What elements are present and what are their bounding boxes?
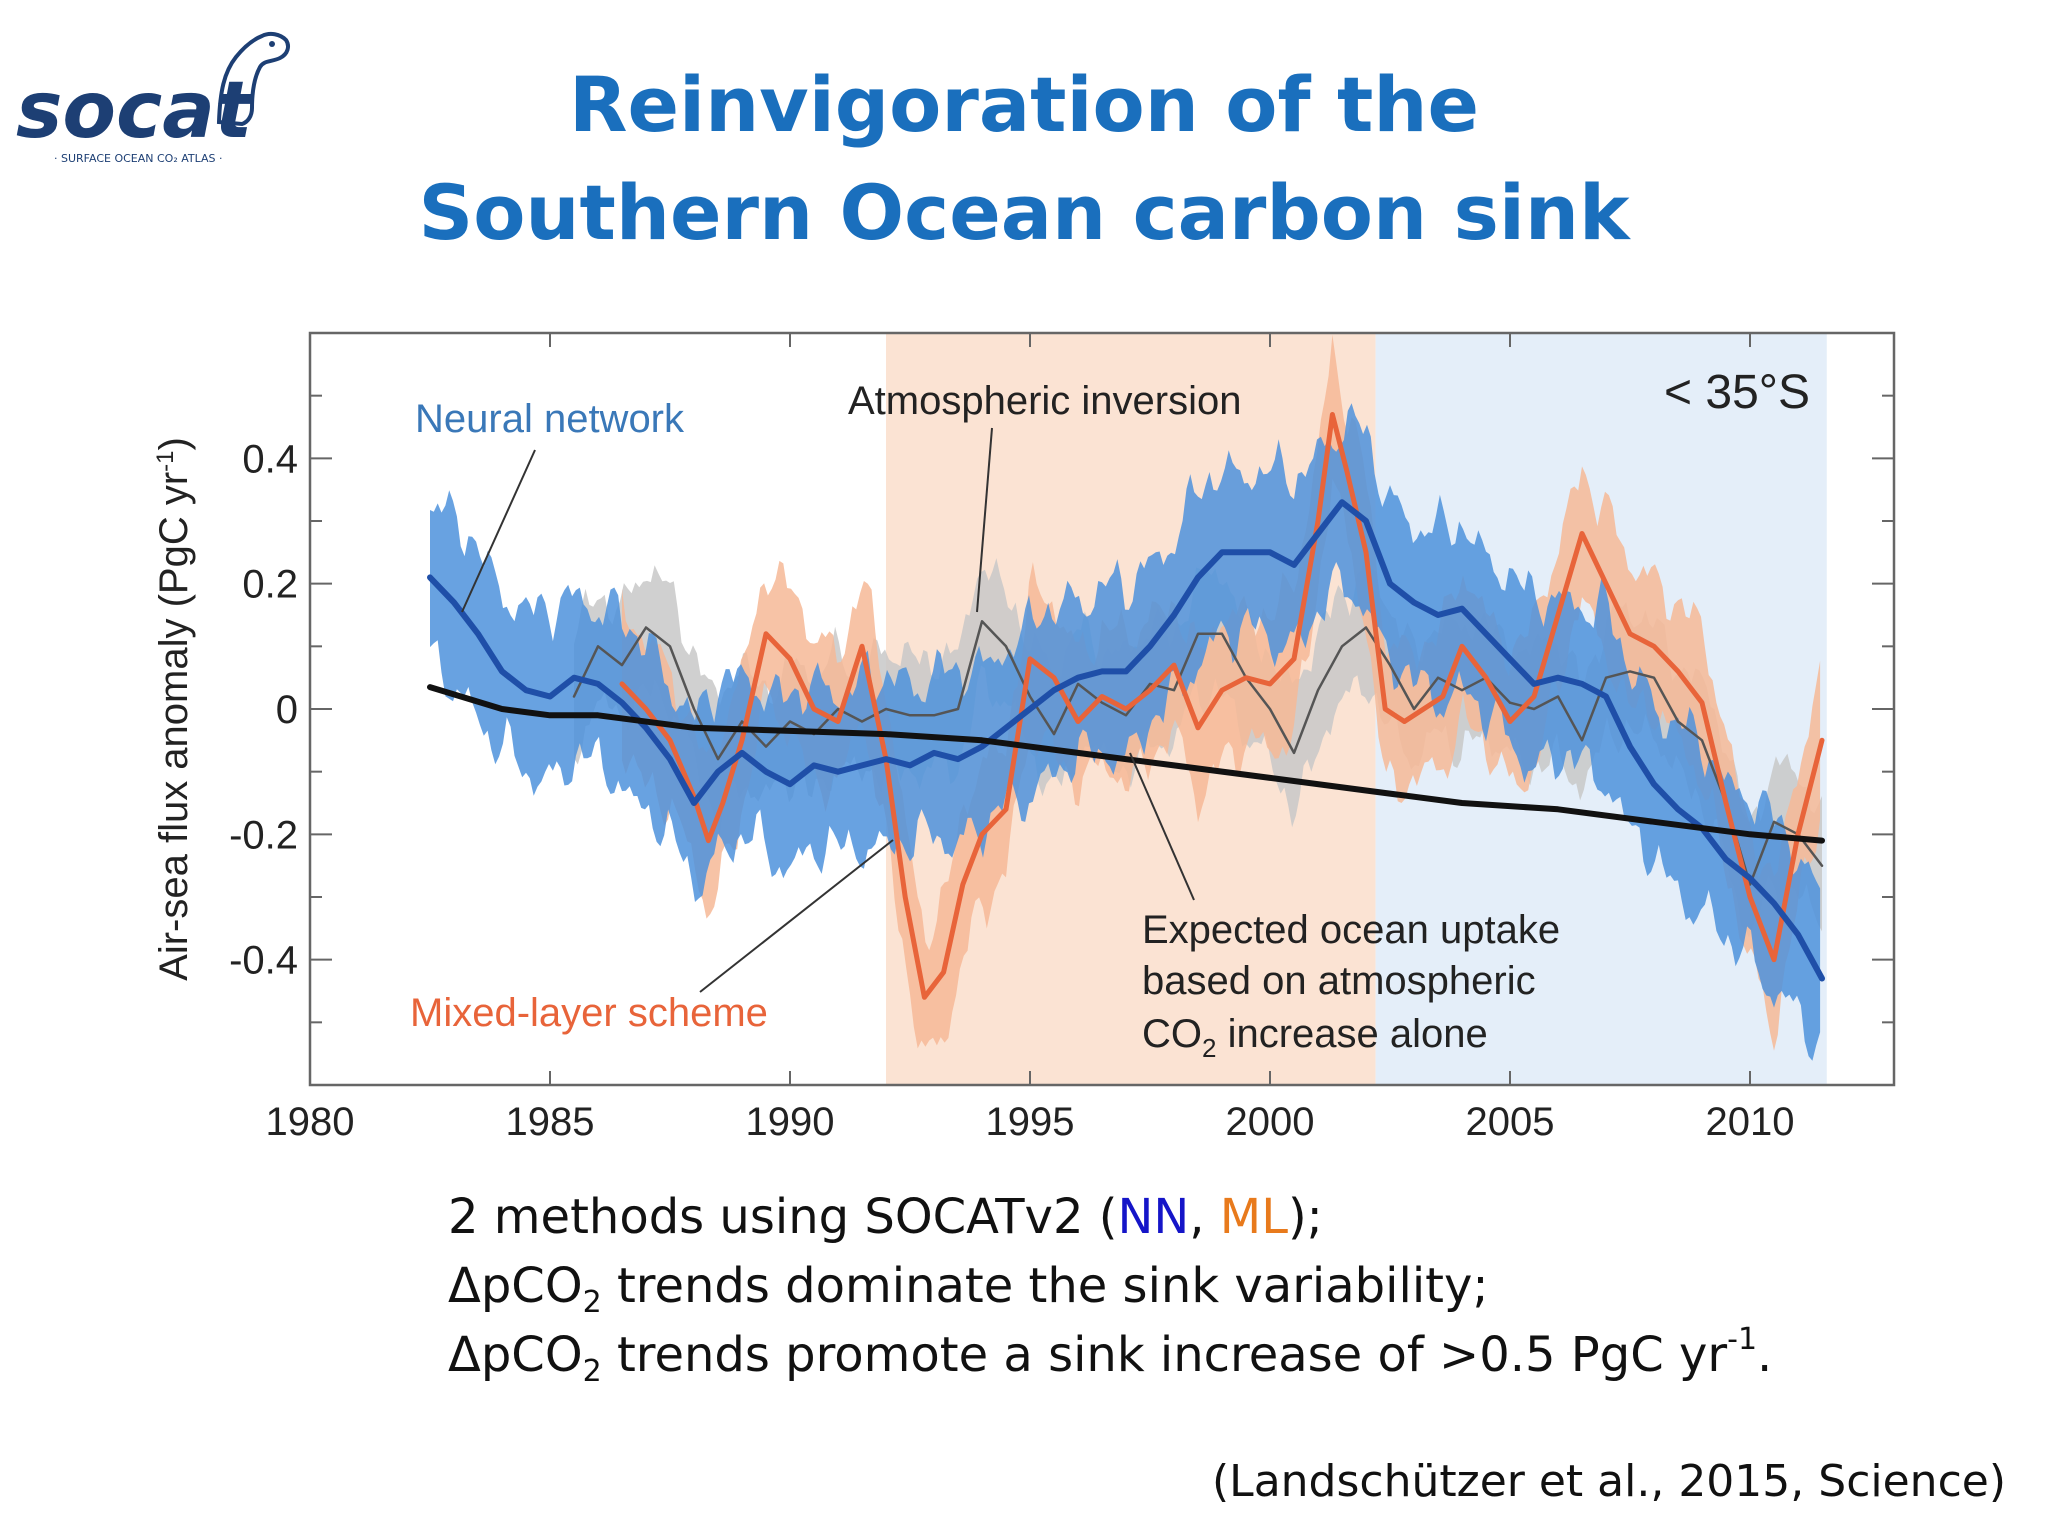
expected-uptake-label-2: based on atmospheric	[1142, 959, 1536, 1003]
x-tick-label: 2010	[1706, 1100, 1795, 1144]
series-lines	[427, 412, 1825, 1000]
y-tick-label: 0.2	[242, 563, 298, 607]
y-tick-label: -0.4	[229, 939, 298, 983]
logo-tagline: · SURFACE OCEAN CO₂ ATLAS ·	[54, 152, 223, 165]
mixed-layer-scheme-label: Mixed-layer scheme	[410, 991, 768, 1035]
neural-network-line	[427, 499, 1825, 982]
inversion-uncertainty-band	[574, 558, 1822, 938]
ml-abbrev: ML	[1219, 1189, 1288, 1245]
flux-anomaly-chart: 1980 1985 1990 1995 2000 2005 2010 -0.4 -0.2 0 0.2…	[152, 331, 1896, 1144]
x-tick-label: 1995	[986, 1100, 1075, 1144]
neural-network-label: Neural network	[415, 397, 685, 441]
x-tick-label: 1990	[746, 1100, 835, 1144]
neural-network-uncertainty-band	[430, 403, 1821, 1061]
bullet-sink-increase: ΔpCO2 trends promote a sink increase of …	[448, 1322, 1773, 1389]
expected-uptake-line	[427, 684, 1825, 844]
atmospheric-inversion-label: Atmospheric inversion	[848, 379, 1242, 423]
mixed-layer-leader	[699, 839, 894, 993]
leader-lines	[461, 427, 1195, 993]
mixed-layer-line	[619, 412, 1825, 1000]
citation: (Landschützer et al., 2015, Science)	[1212, 1456, 2006, 1507]
expected-uptake-label-3: CO2 increase alone	[1142, 1012, 1488, 1063]
bullet-variability: ΔpCO2 trends dominate the sink variabili…	[448, 1258, 1489, 1320]
plot-frame	[308, 331, 1896, 1087]
x-tick-label: 2000	[1226, 1100, 1315, 1144]
tick-labels: 1980 1985 1990 1995 2000 2005 2010 -0.4 -0.2 0 0.2…	[229, 437, 1794, 1144]
x-tick-label: 1985	[506, 1100, 595, 1144]
y-tick-label: 0	[276, 688, 298, 732]
nn-abbrev: NN	[1117, 1189, 1190, 1245]
expected-uptake-leader	[1129, 752, 1195, 901]
axis-ticks	[309, 333, 1894, 1085]
slide-title-line-1: Reinvigoration of the	[568, 60, 1480, 149]
socat-logo: socat · SURFACE OCEAN CO₂ ATLAS ·	[16, 31, 290, 165]
neural-network-leader	[461, 449, 536, 613]
expected-uptake-label-1: Expected ocean uptake	[1142, 908, 1560, 952]
y-tick-label: 0.4	[242, 437, 298, 481]
y-tick-label: -0.2	[229, 813, 298, 857]
bullet-methods: 2 methods using SOCATv2 (NN, ML);	[448, 1189, 1323, 1245]
logo-wordmark: socat	[16, 66, 255, 156]
slide-title-line-2: Southern Ocean carbon sink	[418, 168, 1630, 257]
x-tick-label: 2005	[1466, 1100, 1555, 1144]
x-tick-label: 1980	[266, 1100, 355, 1144]
atmospheric-inversion-leader	[976, 427, 993, 613]
logo-animal-outline	[216, 31, 290, 127]
region-label: < 35°S	[1664, 366, 1810, 419]
y-axis-label: Air-sea flux anomaly (PgC yr-1)	[152, 437, 196, 981]
